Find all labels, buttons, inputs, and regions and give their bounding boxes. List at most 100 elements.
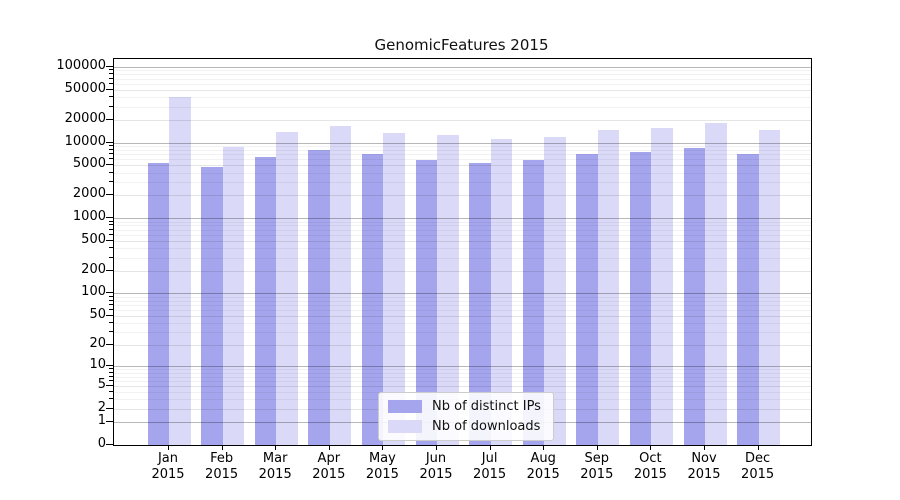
- y-tick: [106, 407, 113, 409]
- y-tick-label: 20000: [64, 110, 106, 126]
- y-tick: [106, 118, 113, 120]
- y-minor-tick: [109, 375, 113, 377]
- bar-distinct-ips: [629, 152, 652, 445]
- y-tick-label: 500: [81, 231, 106, 247]
- legend-item-distinct-ips: Nb of distinct IPs: [388, 399, 541, 414]
- gridline-minor: [114, 106, 811, 108]
- y-minor-tick: [109, 304, 113, 306]
- gridline-minor: [114, 70, 811, 72]
- gridline-labeled: [114, 119, 811, 121]
- x-tick: [328, 445, 330, 450]
- bar-distinct-ips: [469, 163, 491, 445]
- y-minor-tick: [109, 233, 113, 235]
- x-tick-label: Mar 2015: [258, 451, 292, 482]
- y-tick-label: 100: [81, 284, 106, 300]
- x-tick: [382, 445, 384, 450]
- y-minor-tick: [109, 247, 113, 249]
- y-tick-label: 100000: [56, 57, 106, 73]
- y-tick-label: 0: [97, 436, 106, 451]
- x-tick-label: Jun 2015: [419, 451, 453, 482]
- gridline-minor: [114, 78, 811, 80]
- y-tick-label: 5000: [72, 156, 106, 172]
- y-tick: [106, 365, 113, 367]
- gridline-minor: [114, 97, 811, 99]
- bar-distinct-ips: [201, 167, 223, 445]
- gridline-labeled: [114, 89, 811, 91]
- x-tick-label: Feb 2015: [205, 451, 239, 482]
- bar-distinct-ips: [361, 154, 384, 445]
- y-minor-tick: [109, 398, 113, 400]
- y-tick-label: 2: [97, 399, 106, 415]
- y-tick: [106, 217, 113, 219]
- bar-downloads: [651, 127, 673, 445]
- x-tick: [757, 445, 759, 450]
- y-tick: [106, 164, 113, 166]
- y-tick-label: 10: [89, 357, 106, 373]
- x-tick: [596, 445, 598, 450]
- bar-downloads: [437, 135, 459, 445]
- legend-label: Nb of distinct IPs: [432, 399, 541, 414]
- x-tick-label: Apr 2015: [312, 451, 346, 482]
- bar-distinct-ips: [254, 157, 277, 445]
- y-minor-tick: [109, 153, 113, 155]
- x-tick: [489, 445, 491, 450]
- y-tick: [106, 269, 113, 271]
- y-minor-tick: [109, 224, 113, 226]
- y-minor-tick: [109, 228, 113, 230]
- y-minor-tick: [109, 256, 113, 258]
- bar-downloads: [383, 132, 405, 445]
- bar-distinct-ips: [147, 163, 169, 445]
- x-tick-label: Jul 2015: [473, 451, 507, 482]
- bar-distinct-ips: [683, 147, 705, 445]
- x-tick-label: Nov 2015: [687, 451, 721, 482]
- y-tick: [106, 314, 113, 316]
- y-tick-label: 2000: [72, 186, 106, 202]
- legend: Nb of distinct IPs Nb of downloads: [378, 392, 554, 441]
- y-minor-tick: [109, 391, 113, 393]
- y-minor-tick: [109, 171, 113, 173]
- y-minor-tick: [109, 105, 113, 107]
- gridline-minor: [114, 83, 811, 85]
- y-tick: [106, 65, 113, 67]
- y-tick: [106, 239, 113, 241]
- x-tick-label: Sep 2015: [580, 451, 614, 482]
- x-tick: [221, 445, 223, 450]
- y-tick-label: 50000: [64, 80, 106, 96]
- x-tick-label: Dec 2015: [741, 451, 775, 482]
- y-minor-tick: [109, 82, 113, 84]
- bar-distinct-ips: [522, 159, 545, 445]
- bar-distinct-ips: [308, 150, 330, 445]
- plot-area: [113, 58, 812, 446]
- y-minor-tick: [109, 145, 113, 147]
- bar-downloads: [597, 129, 620, 445]
- y-minor-tick: [109, 148, 113, 150]
- y-tick: [106, 141, 113, 143]
- y-tick: [106, 344, 113, 346]
- gridline-major: [114, 66, 811, 68]
- y-minor-tick: [109, 371, 113, 373]
- y-minor-tick: [109, 331, 113, 333]
- y-tick-label: 50: [89, 306, 106, 322]
- y-tick-label: 200: [81, 261, 106, 277]
- bar-downloads: [329, 125, 352, 445]
- x-tick: [543, 445, 545, 450]
- y-minor-tick: [109, 322, 113, 324]
- y-minor-tick: [109, 380, 113, 382]
- y-minor-tick: [109, 368, 113, 370]
- y-tick-label: 20: [89, 336, 106, 352]
- y-tick-label: 1: [97, 413, 106, 429]
- legend-label: Nb of downloads: [432, 419, 541, 434]
- y-minor-tick: [109, 220, 113, 222]
- bar-distinct-ips: [737, 153, 759, 445]
- y-tick: [106, 88, 113, 90]
- y-tick-label: 10000: [64, 133, 106, 149]
- y-minor-tick: [109, 69, 113, 71]
- bar-downloads: [169, 97, 191, 445]
- x-tick-label: May 2015: [365, 451, 399, 482]
- x-tick: [168, 445, 169, 450]
- x-tick-label: Aug 2015: [526, 451, 560, 482]
- y-minor-tick: [109, 295, 113, 297]
- x-tick: [650, 445, 652, 450]
- y-minor-tick: [109, 299, 113, 301]
